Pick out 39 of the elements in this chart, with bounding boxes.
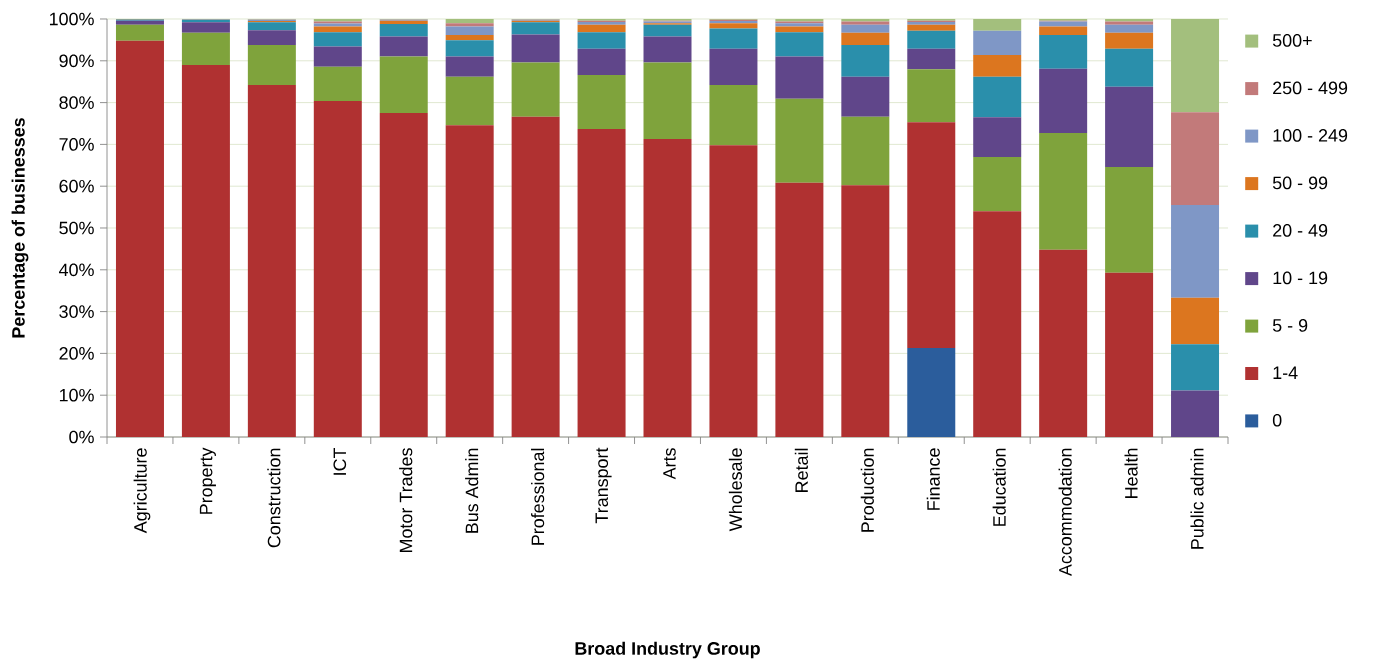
y-tick-label: 20%: [59, 347, 94, 360]
x-tick-label: ICT: [333, 447, 347, 475]
x-tick-label: Retail: [794, 448, 808, 492]
legend-label: 50 - 99: [1272, 176, 1328, 190]
y-tick-label: 80%: [59, 96, 94, 109]
legend-label: 1-4: [1273, 366, 1298, 379]
legend-label: 10 - 19: [1273, 271, 1328, 285]
x-axis-title: Broad Industry Group: [575, 641, 760, 659]
x-tick-label: Public admin: [1190, 448, 1204, 549]
y-tick-label: 70%: [59, 138, 94, 151]
y-tick-label: 40%: [58, 263, 94, 277]
y-tick-label: 30%: [59, 305, 94, 318]
legend-label: 5 - 9: [1272, 319, 1308, 332]
x-tick-label: Production: [860, 448, 874, 532]
y-axis-title: Percentage of businesses: [11, 118, 29, 338]
x-tick-label: Accommodation: [1058, 448, 1072, 577]
legend-label: 20 - 49: [1273, 224, 1328, 237]
legend-label: 100 - 249: [1273, 129, 1348, 142]
y-tick-label: 10%: [59, 388, 94, 402]
legend-label: 0: [1272, 413, 1282, 427]
y-tick-label: 60%: [59, 179, 94, 193]
x-tick-label: Health: [1124, 448, 1138, 498]
x-tick-label: Property: [199, 447, 216, 514]
x-tick-label: Construction: [267, 448, 281, 548]
x-tick-label: Wholesale: [728, 448, 743, 532]
x-tick-label: Education: [992, 448, 1006, 526]
y-tick-label: 100%: [49, 12, 94, 26]
x-tick-label: Professional: [531, 448, 545, 545]
x-tick-label: Finance: [926, 448, 940, 510]
y-tick-label: 0%: [69, 430, 94, 444]
x-tick-label: Motor Trades: [399, 448, 413, 553]
y-tick-label: 50%: [59, 221, 94, 235]
x-tick-label: Arts: [663, 448, 676, 480]
x-tick-label: Transport: [595, 447, 612, 524]
legend-label: 500+: [1272, 34, 1312, 47]
legend-label: 250 - 499: [1273, 81, 1348, 95]
x-tick-label: Agriculture: [133, 448, 151, 534]
x-tick-label: Bus Admin: [465, 448, 479, 533]
y-tick-label: 90%: [59, 54, 94, 68]
